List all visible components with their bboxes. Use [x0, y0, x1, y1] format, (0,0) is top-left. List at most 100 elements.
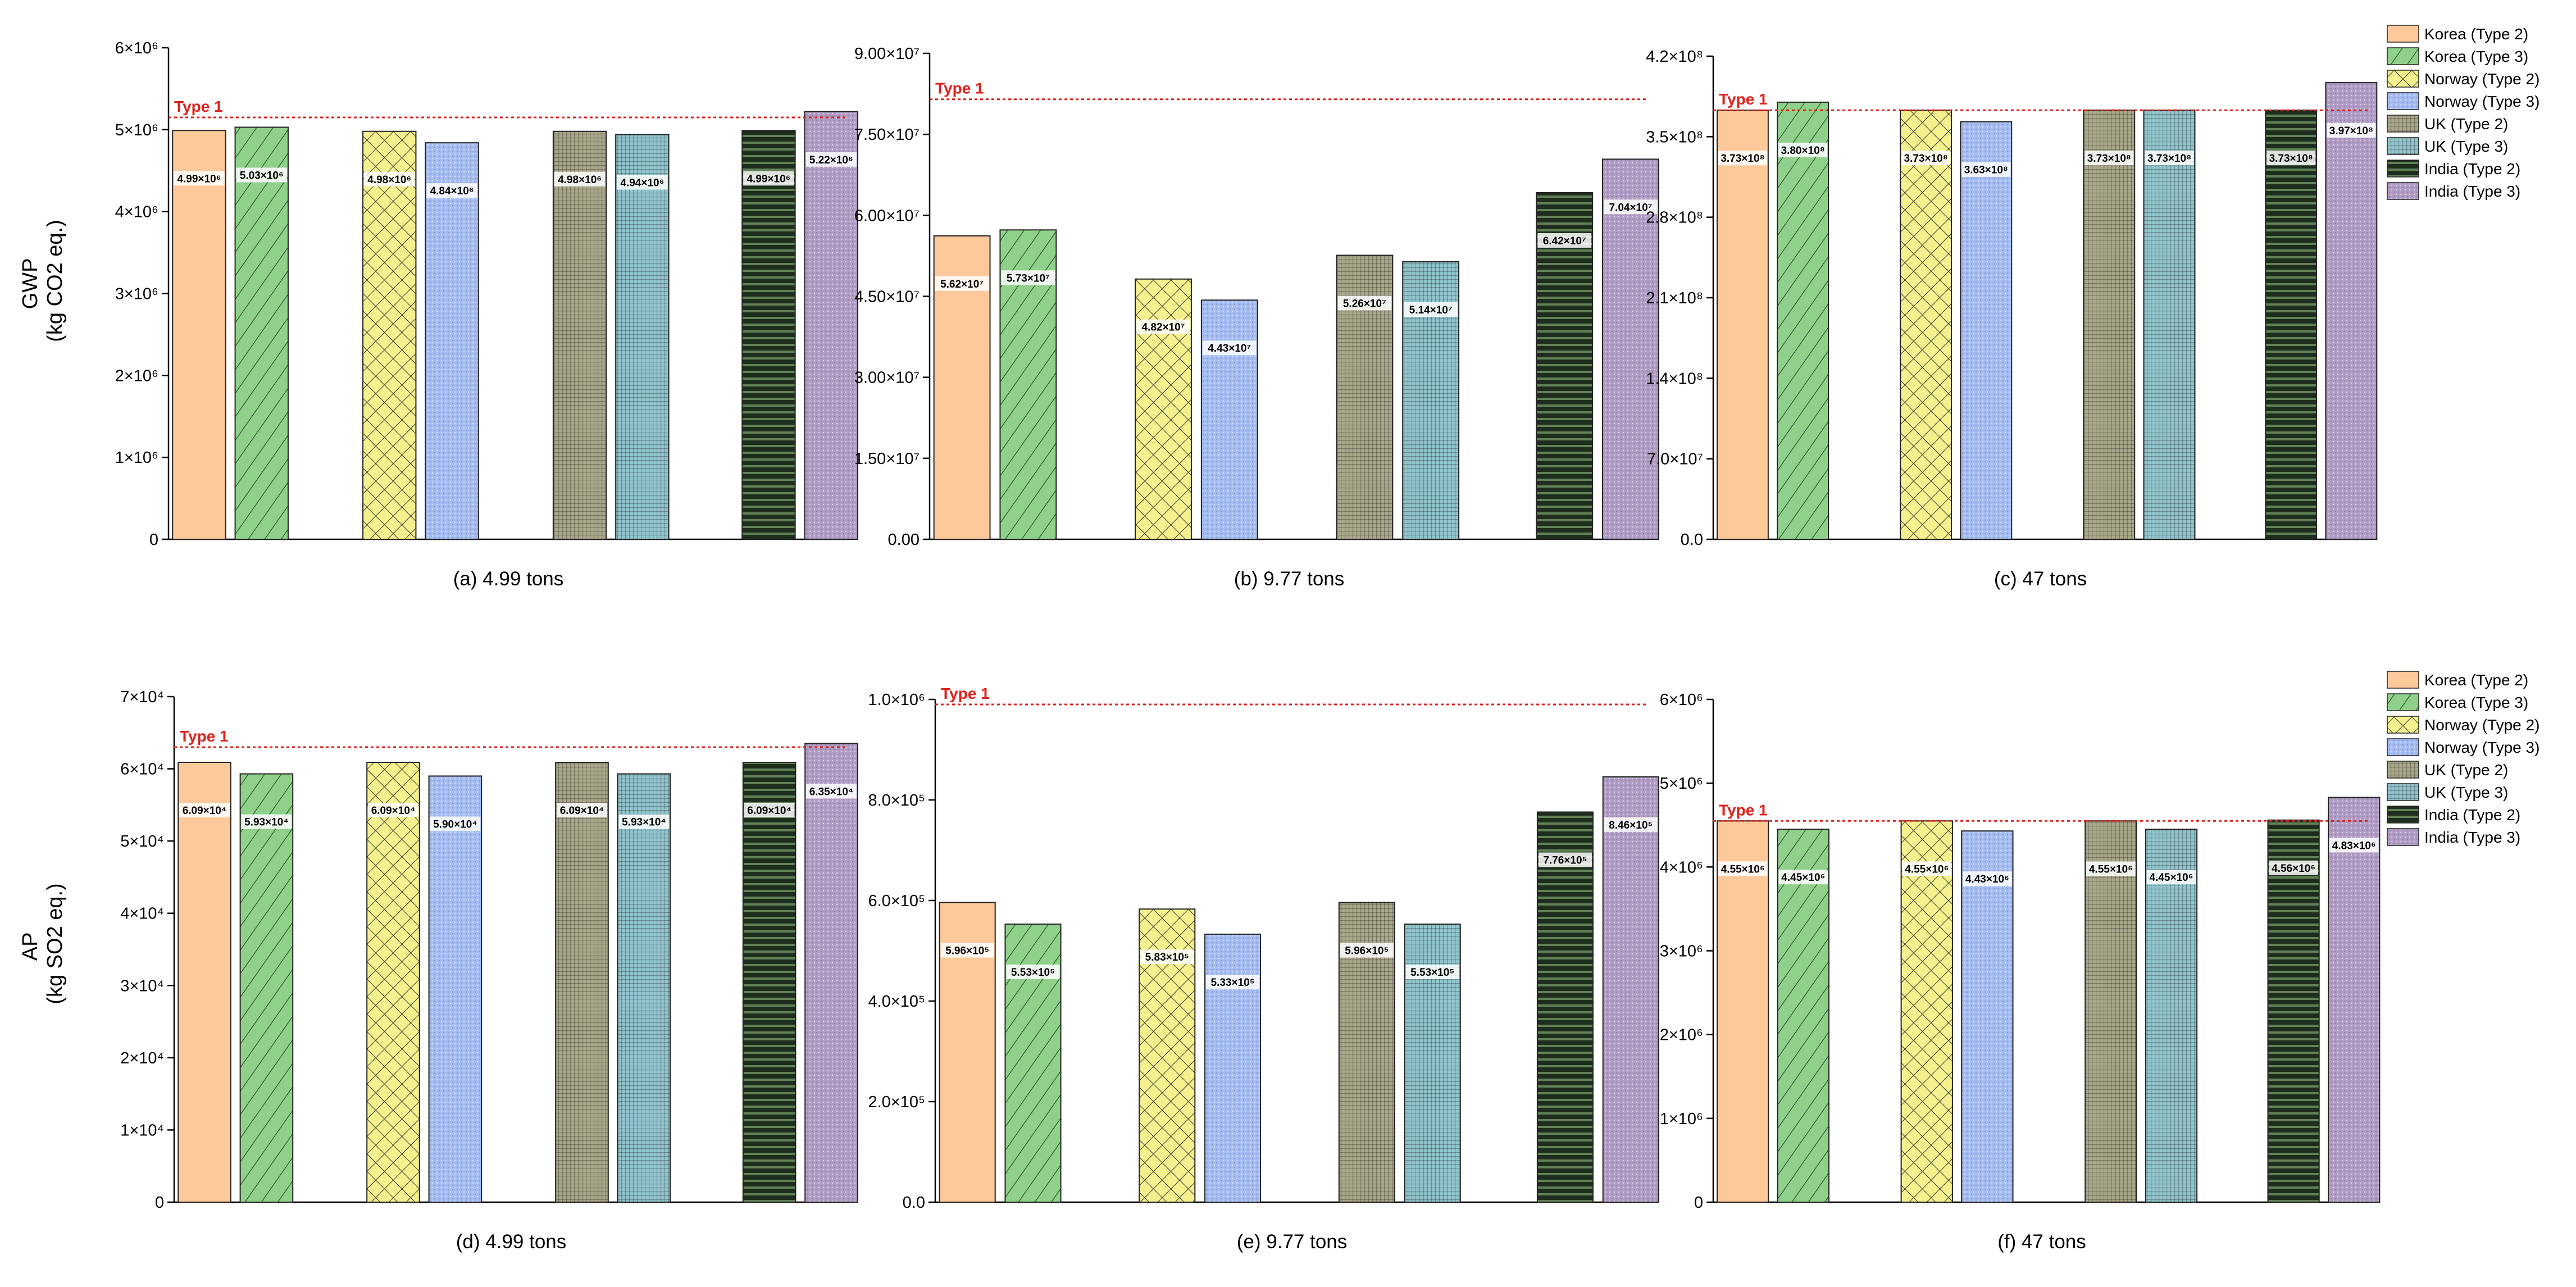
panel-subtitle: (a) 4.99 tons: [453, 568, 564, 590]
bar-india-type-2: 6.42×10⁷: [1536, 192, 1594, 540]
data-label-bg: [1718, 151, 1768, 166]
bar-pattern: [1777, 829, 1829, 1202]
y-tick-label: 2×10⁶: [1660, 1026, 1703, 1044]
y-tick-label: 5×10⁶: [1660, 775, 1703, 793]
bar-pattern: [1201, 300, 1258, 539]
y-tick-label: 3×10⁴: [120, 977, 164, 995]
data-label-bg: [935, 276, 989, 291]
type1-label: Type 1: [180, 727, 229, 745]
bar-pattern: [2143, 110, 2195, 539]
bar-pattern: [1205, 934, 1261, 1202]
bar-outline: [2328, 797, 2381, 1203]
panel-subtitle: (c) 47 tons: [1994, 568, 2087, 590]
bar-outline: [1200, 299, 1258, 540]
data-label: 5.33×10⁵: [1211, 977, 1255, 989]
data-label-bg: [1206, 974, 1260, 989]
data-label: 4.45×10⁶: [1781, 872, 1825, 884]
bar-outline: [742, 762, 797, 1203]
legend-label: UK (Type 3): [2424, 138, 2508, 155]
bar-pattern: [553, 131, 607, 539]
bar-uk-type-3: 5.93×10⁴: [617, 773, 671, 1203]
bar-korea-type-3: 5.73×10⁷: [999, 229, 1057, 540]
bar-outline: [1139, 908, 1196, 1203]
data-label-bg: [179, 803, 230, 817]
type1-label: Type 1: [941, 685, 990, 702]
bar-india-type-2: 4.99×10⁶: [741, 130, 796, 540]
bar-pattern: [1900, 110, 1952, 539]
data-label-bg: [2266, 151, 2316, 166]
legend-swatch-outline: [2387, 738, 2419, 756]
bar-outline: [1204, 933, 1262, 1203]
chart-b-9-77-tons: 0.00 1.50×10⁷ 3.00×10⁷ 4.50×10⁷ 6.00×10⁷ 7.50…: [854, 45, 1659, 590]
legend-label: Korea (Type 3): [2424, 694, 2528, 711]
bar-pattern: [240, 774, 293, 1202]
legend-item-india-type-2: India (Type 2): [2387, 160, 2520, 178]
bar-korea-type-3: 3.80×10⁸: [1777, 101, 1829, 540]
legend-label: India (Type 3): [2424, 829, 2520, 846]
data-label: 7.76×10⁵: [1543, 854, 1587, 866]
data-label: 6.42×10⁷: [1543, 235, 1586, 247]
bar-norway-type-2: 4.55×10⁶: [1900, 820, 1953, 1203]
bar-fill: [1717, 821, 1769, 1202]
bar-uk-type-2: 4.55×10⁶: [2085, 820, 2137, 1203]
type1-label: Type 1: [1719, 801, 1768, 818]
data-label-bg: [744, 803, 795, 817]
bar-outline: [172, 130, 226, 540]
bar-korea-type-3: 5.03×10⁶: [234, 126, 289, 540]
legend-gwp: Korea (Type 2) Korea (Type 3) Norway (Type…: [2387, 25, 2539, 200]
bar-outline: [1004, 924, 1062, 1203]
bar-outline: [2085, 820, 2137, 1203]
bar-outline: [425, 142, 479, 540]
bar-pattern: [743, 762, 796, 1202]
data-label: 8.46×10⁵: [1609, 820, 1653, 831]
legend-item-korea-type-2: Korea (Type 2): [2387, 671, 2528, 689]
bar-fill: [172, 130, 226, 539]
data-label: 3.73×10⁸: [2269, 153, 2313, 165]
chart-f-47-tons: 0 1×10⁶ 2×10⁶ 3×10⁶ 4×10⁶ 5×10⁶ 6×10⁶ 4.55×10⁶ 4…: [1660, 691, 2381, 1253]
bar-korea-type-2: 6.09×10⁴: [178, 762, 231, 1203]
data-label: 5.14×10⁷: [1409, 304, 1453, 316]
data-label-bg: [805, 152, 857, 167]
y-tick-label: 6.00×10⁷: [854, 207, 920, 225]
data-label: 4.99×10⁶: [177, 173, 221, 185]
y-tick-label: 6×10⁶: [1660, 691, 1703, 709]
legend-swatch-outline: [2387, 671, 2419, 689]
bar-pattern: [556, 762, 608, 1202]
data-label-bg: [554, 171, 606, 187]
bar-outline: [741, 130, 796, 540]
data-label: 5.62×10⁷: [940, 279, 984, 290]
bar-outline: [999, 229, 1057, 540]
bar-outline: [1536, 192, 1594, 540]
bar-pattern: [1603, 159, 1659, 539]
legend-swatch-pattern: [2387, 761, 2419, 778]
bar-korea-type-2: 5.96×10⁵: [939, 902, 996, 1203]
data-label-bg: [174, 171, 225, 186]
y-tick-label: 7.50×10⁷: [854, 126, 920, 144]
bar-pattern: [429, 776, 482, 1202]
data-label: 4.99×10⁶: [747, 173, 790, 185]
data-label: 4.94×10⁶: [620, 178, 664, 189]
data-label-bg: [617, 175, 668, 190]
y-tick-label: 7×10⁴: [120, 688, 164, 706]
data-label-bg: [1604, 199, 1658, 215]
bar-outline: [2265, 110, 2318, 540]
data-label: 6.09×10⁴: [371, 805, 416, 817]
legend-item-india-type-2: India (Type 2): [2387, 806, 2520, 824]
bar-pattern: [1536, 192, 1593, 539]
legend-label: UK (Type 2): [2424, 761, 2508, 779]
data-label-bg: [618, 814, 670, 829]
bar-uk-type-3: 4.94×10⁶: [615, 134, 670, 540]
bar-korea-type-2: 4.99×10⁶: [172, 130, 226, 540]
data-label: 3.73×10⁸: [2147, 153, 2191, 165]
data-label-bg: [1001, 270, 1055, 285]
data-label: 3.73×10⁸: [1904, 153, 1948, 165]
y-tick-label: 2.8×10⁸: [1646, 209, 1703, 227]
legend-swatch-outline: [2387, 182, 2419, 200]
bar-pattern: [1960, 121, 2012, 539]
legend-swatch-outline: [2387, 115, 2419, 133]
bar-outline: [1404, 924, 1461, 1203]
y-tick-label: 0: [155, 1194, 164, 1212]
bar-india-type-3: 5.22×10⁶: [804, 111, 858, 540]
legend-label: Korea (Type 2): [2424, 671, 2528, 689]
bar-outline: [1338, 902, 1395, 1203]
